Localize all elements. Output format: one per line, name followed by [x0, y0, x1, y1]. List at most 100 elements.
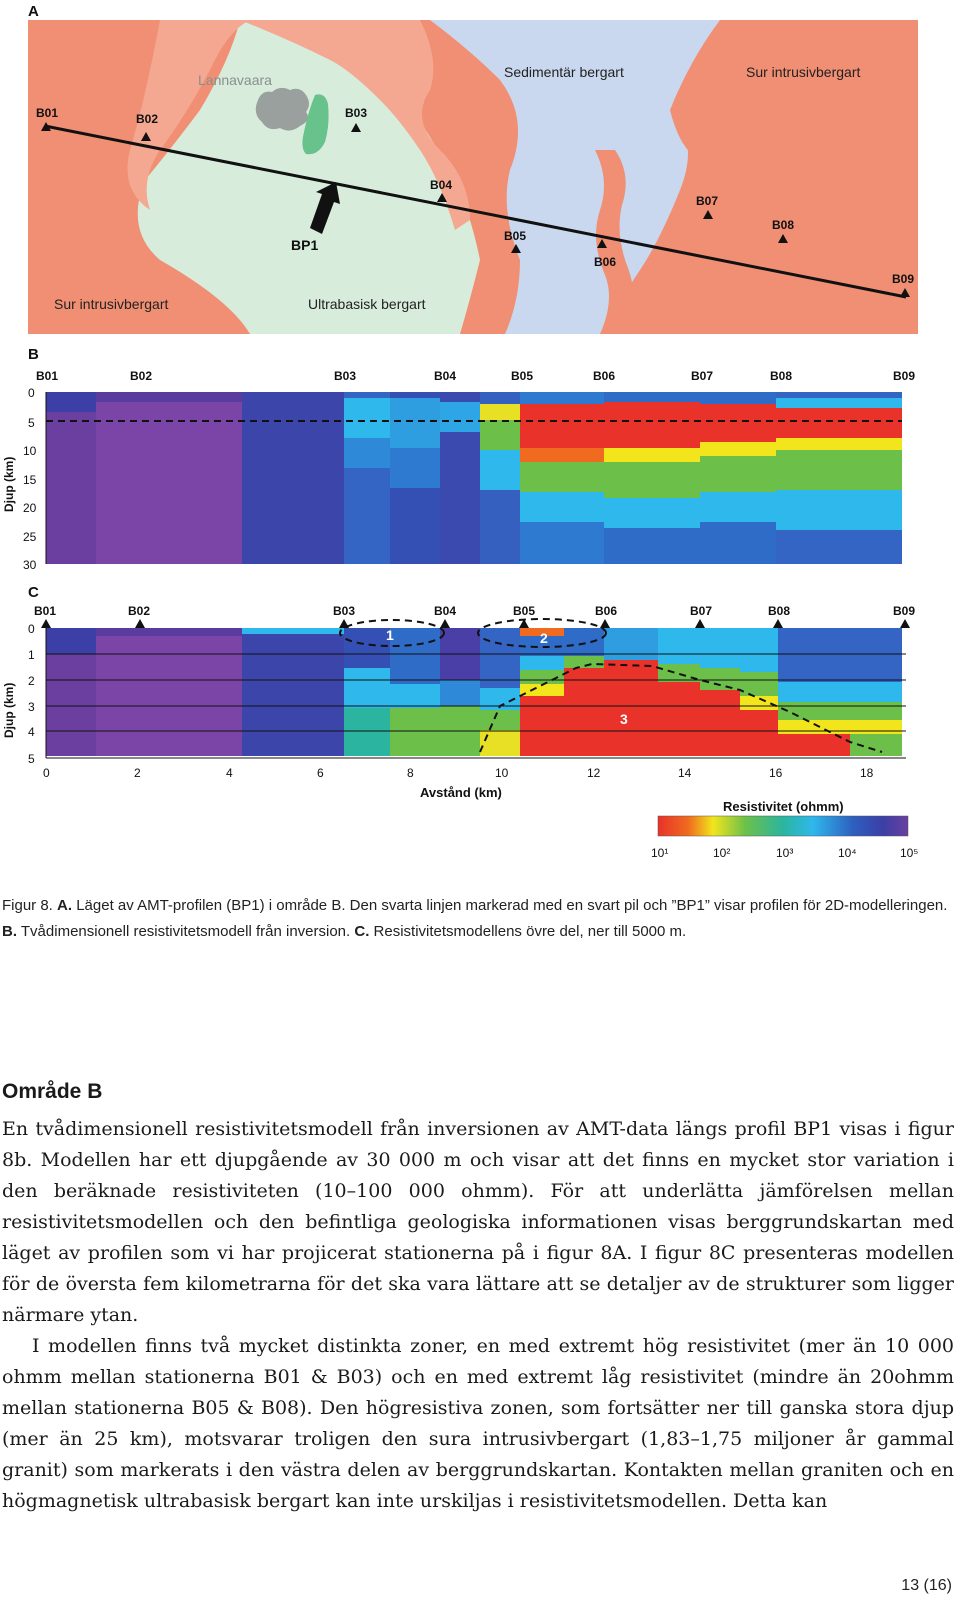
station-label: B01: [36, 369, 58, 383]
panel-c-heatmap: [46, 628, 902, 756]
y-tick-label: 10: [23, 444, 37, 458]
panel-c-ylabel: Djup (km): [2, 683, 16, 738]
heatmap-cell: [440, 680, 480, 706]
heatmap-cell: [480, 710, 520, 730]
heatmap-cell: [46, 628, 96, 654]
panel-b-ylabel: Djup (km): [2, 457, 16, 512]
heatmap-cell: [700, 492, 776, 522]
heatmap-cell: [778, 628, 902, 682]
heatmap-cell: [344, 628, 390, 668]
x-tick-label: 2: [134, 766, 141, 780]
station-marker-icon: [600, 619, 610, 628]
station-label: B06: [593, 369, 615, 383]
heatmap-cell: [96, 628, 242, 756]
zone-2-label: 2: [540, 630, 548, 646]
colorbar-title: Resistivitet (ohmm): [723, 799, 844, 814]
heatmap-cell: [242, 628, 344, 634]
heatmap-cell: [242, 628, 344, 756]
heatmap-cell: [740, 696, 778, 710]
heatmap-cell: [776, 490, 902, 530]
panel-c-xticks: 0 2 4 6 8 10 12 14 16 18: [43, 766, 874, 780]
heatmap-cell: [480, 420, 520, 450]
heatmap-cell: [700, 442, 776, 456]
panel-b-heatmap: [46, 392, 902, 564]
heatmap-cell: [480, 450, 520, 490]
heatmap-cell: [700, 628, 740, 668]
station-marker-icon: [519, 619, 529, 628]
station-label: B04: [434, 604, 456, 618]
heatmap-cell: [604, 462, 700, 498]
station-label: B05: [511, 369, 533, 383]
heatmap-cell: [700, 668, 740, 690]
panel-c-station-labels: B01 B02 B03 B04 B05 B06 B07 B08 B09: [34, 604, 915, 618]
panel-c-model: C B01 B02 B03 B04 B05 B06 B07 B08 B09: [2, 584, 915, 800]
y-tick-label: 1: [28, 648, 35, 662]
zone-2-outline: [477, 618, 607, 648]
intrusive-tongue: [595, 150, 634, 334]
y-tick-label: 0: [28, 622, 35, 636]
heatmap-cell: [564, 656, 604, 668]
colorbar-tick: 10³: [776, 846, 793, 860]
heatmap-cell: [520, 404, 604, 448]
heatmap-cell: [658, 664, 700, 682]
caption-prefix: Figur 8.: [2, 897, 58, 914]
panel-c-depth-gridlines: [46, 653, 906, 732]
svg-text:B08: B08: [772, 218, 794, 232]
heatmap-cell: [520, 684, 564, 696]
heatmap-cell: [344, 438, 390, 468]
map-station-marker: B03: [345, 106, 367, 132]
heatmap-cell: [776, 450, 902, 490]
station-label: B09: [893, 369, 915, 383]
zone-3-label: 3: [620, 711, 628, 727]
intermediate-region-2: [127, 20, 250, 210]
y-tick-label: 0: [28, 386, 35, 400]
panel-b-station-labels: B01 B02 B03 B04 B05 B06 B07 B08 B09: [36, 369, 915, 383]
colorbar-tick: 10²: [713, 846, 730, 860]
lannavaara-unit: [255, 87, 309, 131]
map-station-marker: B05: [504, 229, 526, 253]
colorbar-tick: 10⁴: [838, 846, 857, 860]
caption-c-text: Resistivitetsmodellens övre del, ner til…: [369, 923, 687, 940]
section-title: Område B: [2, 1080, 103, 1103]
panel-c-letter: C: [28, 584, 39, 601]
station-marker-icon: [695, 619, 705, 628]
y-tick-label: 3: [28, 700, 35, 714]
svg-text:B04: B04: [430, 178, 452, 192]
heatmap-cell: [778, 720, 902, 734]
panel-c-station-markers: [41, 619, 910, 628]
heatmap-cell: [564, 628, 604, 656]
heatmap-cell: [520, 636, 564, 656]
panel-c-yticks: 0 1 2 3 4 5: [28, 622, 35, 766]
station-marker-icon: [41, 619, 51, 628]
heatmap-cell: [390, 448, 440, 488]
map-stations: B01 B02 B03 B04 B05 B06 B07 B08 B09: [36, 106, 914, 297]
y-tick-label: 30: [23, 558, 37, 572]
y-tick-label: 5: [28, 416, 35, 430]
heatmap-cell: [604, 448, 700, 462]
x-tick-label: 14: [678, 766, 692, 780]
caption-b-text: Tvådimensionell resistivitetsmodell från…: [17, 923, 355, 940]
colorbar-tick: 10¹: [651, 846, 668, 860]
y-tick-label: 5: [28, 752, 35, 766]
station-marker-icon: [900, 619, 910, 628]
svg-text:B02: B02: [136, 112, 158, 126]
x-tick-label: 12: [587, 766, 601, 780]
heatmap-cell: [740, 672, 778, 696]
heatmap-cell: [778, 682, 902, 702]
panel-c-xlabel: Avstånd (km): [420, 785, 502, 800]
heatmap-cell: [480, 404, 520, 420]
heatmap-cell: [520, 448, 604, 462]
heatmap-cell: [96, 392, 242, 564]
caption-a-text: Läget av AMT-profilen (BP1) i område B. …: [72, 897, 948, 914]
map-station-marker: B02: [136, 112, 158, 141]
heatmap-cell: [740, 628, 778, 672]
station-label: B05: [513, 604, 535, 618]
heatmap-cell: [850, 734, 902, 756]
map-station-marker: B06: [594, 239, 616, 269]
y-tick-label: 2: [28, 674, 35, 688]
svg-text:B03: B03: [345, 106, 367, 120]
label-sedimentar: Sedimentär bergart: [504, 64, 624, 80]
heatmap-cell: [46, 392, 96, 564]
profile-arrow-icon: [310, 182, 340, 234]
paragraph-2: I modellen finns två mycket distinkta zo…: [2, 1335, 954, 1512]
